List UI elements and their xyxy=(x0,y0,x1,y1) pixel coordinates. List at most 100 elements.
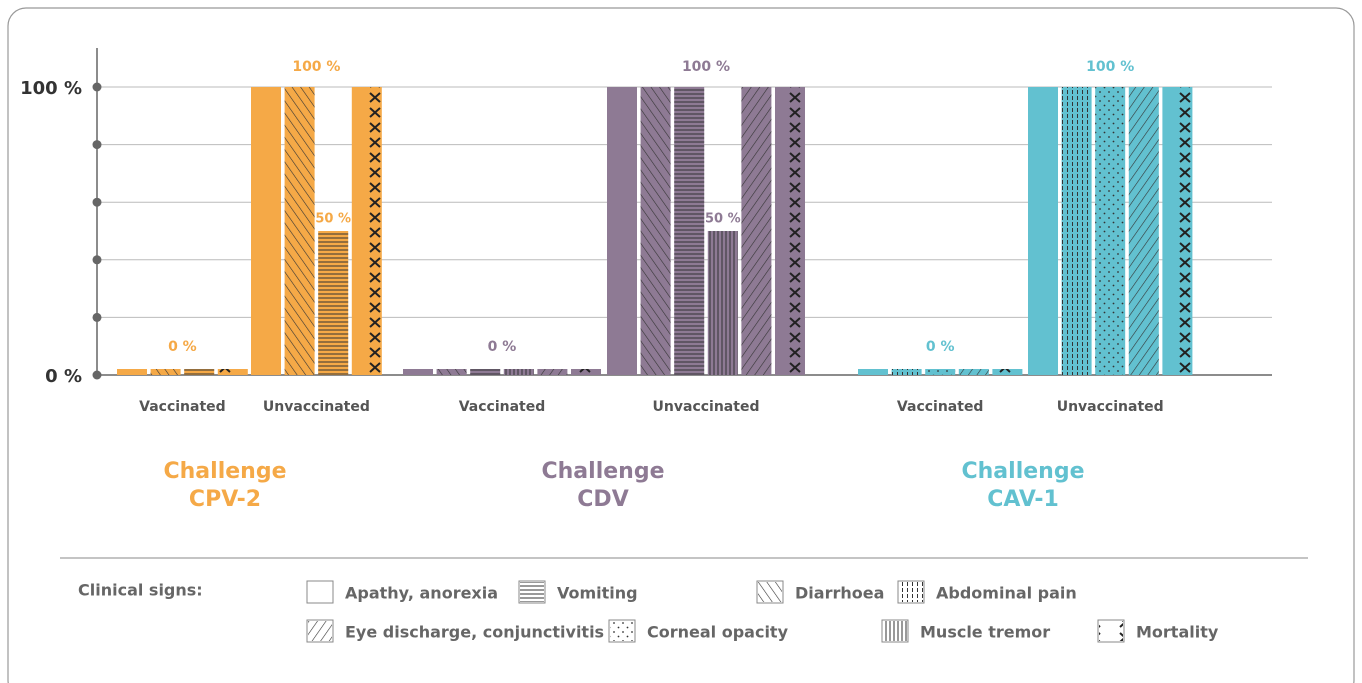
legend-swatch xyxy=(306,580,334,604)
bar xyxy=(607,87,637,375)
data-label: 50 % xyxy=(315,212,351,227)
bar-pattern xyxy=(318,231,349,375)
legend-label: Diarrhoea xyxy=(795,584,884,603)
legend-title: Clinical signs: xyxy=(78,581,203,600)
bar-pattern xyxy=(674,87,705,375)
bar-pattern xyxy=(150,369,181,375)
bar xyxy=(251,87,281,375)
bar-pattern xyxy=(503,369,534,375)
bar-pattern xyxy=(351,87,382,375)
bar xyxy=(674,87,705,375)
x-tick-label: Vaccinated xyxy=(897,399,984,415)
bar xyxy=(117,369,147,375)
data-label: 100 % xyxy=(682,59,730,75)
bar xyxy=(217,369,248,375)
bar xyxy=(284,87,315,375)
panel-title: CPV-2 xyxy=(189,487,261,512)
data-label: 0 % xyxy=(168,339,197,355)
bar xyxy=(1095,87,1126,375)
bar-pattern xyxy=(284,87,315,375)
bar-fill xyxy=(858,369,888,375)
panel-title: CAV-1 xyxy=(987,487,1059,512)
data-label: 0 % xyxy=(926,339,955,355)
bar-pattern xyxy=(436,369,467,375)
bar xyxy=(925,369,956,375)
legend-swatch-pattern xyxy=(758,582,782,602)
bar-pattern xyxy=(1162,87,1193,375)
bar-pattern xyxy=(925,369,956,375)
bar-pattern xyxy=(1095,87,1126,375)
x-tick-label: Unvaccinated xyxy=(653,399,760,415)
bar-pattern xyxy=(891,369,922,375)
bar xyxy=(1162,87,1193,375)
bar xyxy=(150,369,181,375)
legend-label: Mortality xyxy=(1136,623,1219,642)
bar-pattern xyxy=(470,369,501,375)
bar-pattern xyxy=(217,369,248,375)
legend-label: Eye discharge, conjunctivitis xyxy=(345,623,604,642)
panel-title: Challenge xyxy=(962,459,1085,484)
bar-pattern xyxy=(640,87,671,375)
legend-swatch-pattern xyxy=(610,621,634,641)
bar-pattern xyxy=(184,369,215,375)
bar xyxy=(992,369,1023,375)
bar xyxy=(436,369,467,375)
y-tick xyxy=(92,370,102,380)
y-tick-label: 100 % xyxy=(20,78,82,99)
y-tick xyxy=(92,312,102,322)
legend-label: Apathy, anorexia xyxy=(345,584,498,603)
bar xyxy=(1128,87,1159,375)
bar xyxy=(537,369,568,375)
bar-pattern xyxy=(571,369,601,375)
bar-fill xyxy=(117,369,147,375)
bar xyxy=(891,369,922,375)
bar-fill xyxy=(403,369,433,375)
bar-pattern xyxy=(707,231,738,375)
data-label: 0 % xyxy=(488,339,517,355)
panel-title: CDV xyxy=(577,487,628,512)
bar-fill xyxy=(251,87,281,375)
bar xyxy=(775,87,805,375)
x-tick-label: Vaccinated xyxy=(459,399,546,415)
x-tick-label: Vaccinated xyxy=(139,399,226,415)
legend-swatch-pattern xyxy=(1099,621,1123,641)
legend-label: Vomiting xyxy=(557,584,638,603)
data-label: 100 % xyxy=(1086,59,1134,75)
data-label: 100 % xyxy=(292,59,340,75)
x-tick-label: Unvaccinated xyxy=(263,399,370,415)
bar-fill xyxy=(1028,87,1058,375)
bar xyxy=(1061,87,1092,375)
legend-label: Corneal opacity xyxy=(647,623,789,642)
y-tick-label: 0 % xyxy=(45,366,82,387)
bar-pattern xyxy=(537,369,568,375)
bar xyxy=(571,369,601,375)
legend-label: Muscle tremor xyxy=(920,623,1050,642)
bar xyxy=(184,369,215,375)
bar xyxy=(403,369,433,375)
y-tick xyxy=(92,82,102,92)
bar-fill xyxy=(607,87,637,375)
bar-pattern xyxy=(958,369,989,375)
bar-pattern xyxy=(741,87,772,375)
bar xyxy=(470,369,501,375)
x-tick-label: Unvaccinated xyxy=(1057,399,1164,415)
y-tick xyxy=(92,140,102,150)
legend-swatch-pattern xyxy=(308,621,332,641)
data-label: 50 % xyxy=(705,212,741,227)
bar xyxy=(1028,87,1058,375)
legend-swatch-pattern xyxy=(520,582,544,602)
bar-pattern xyxy=(775,87,805,375)
bar xyxy=(318,231,349,375)
bar xyxy=(958,369,989,375)
bar-pattern xyxy=(1061,87,1092,375)
legend-swatch-pattern xyxy=(883,621,907,641)
y-tick xyxy=(92,255,102,265)
bar xyxy=(741,87,772,375)
panel-title: Challenge xyxy=(164,459,287,484)
bar xyxy=(640,87,671,375)
panel-title: Challenge xyxy=(542,459,665,484)
bar-pattern xyxy=(992,369,1023,375)
bar xyxy=(707,231,738,375)
y-tick xyxy=(92,197,102,207)
